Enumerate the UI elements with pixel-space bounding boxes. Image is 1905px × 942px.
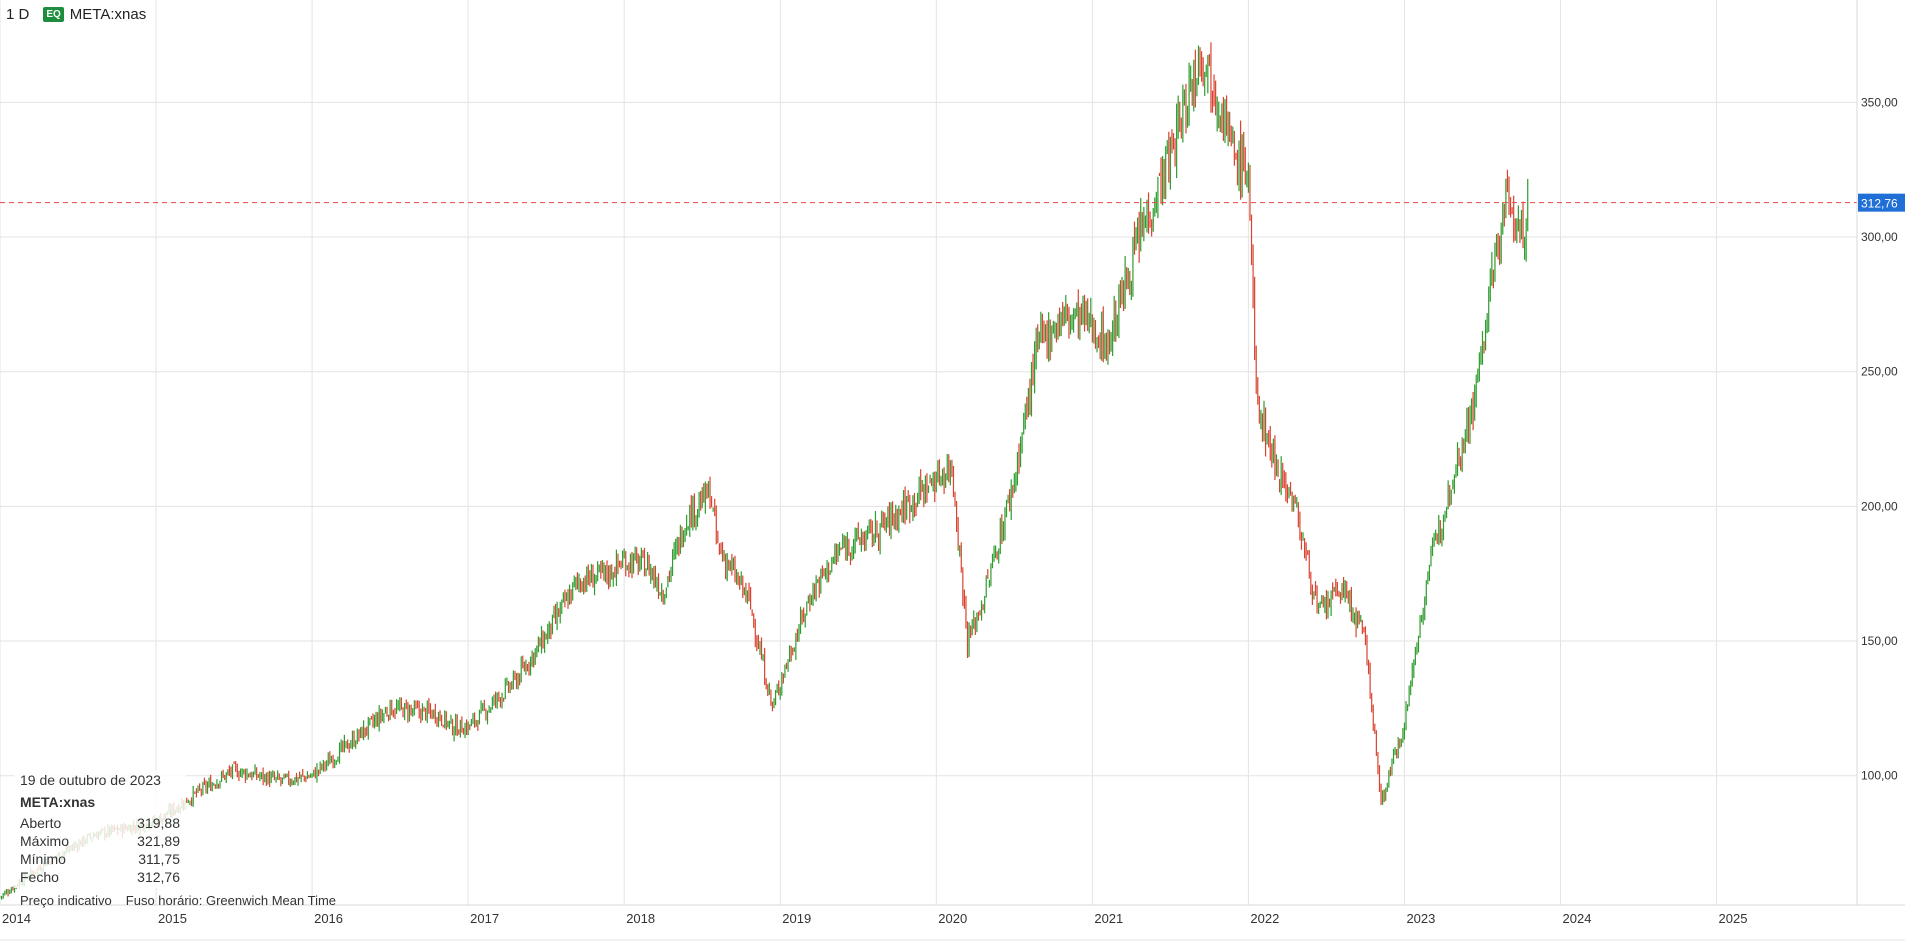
info-close-label: Fecho — [20, 869, 59, 885]
info-symbol: META:xnas — [20, 794, 96, 810]
info-high-value: 321,89 — [137, 833, 180, 849]
time-axis: 2014 2015 2016 2017 2018 2019 2020 2021 2022 2023… — [2, 911, 1747, 926]
last-price-label: 312,76 — [1858, 193, 1905, 212]
y-tick-label: 100,00 — [1861, 769, 1898, 783]
timezone-note: Fuso horário: Greenwich Mean Time — [125, 893, 337, 908]
info-row-close: Fecho 312,76 — [20, 868, 180, 886]
chart-header: 1 D EQ META:xnas — [6, 6, 146, 23]
info-row-low: Mínimo 311,75 — [20, 850, 180, 868]
x-tick-label: 2025 — [1719, 911, 1748, 926]
y-tick-label: 300,00 — [1861, 230, 1898, 244]
info-row-open: Aberto 319,88 — [20, 814, 180, 832]
chart-footer: Preço indicativo Fuso horário: Greenwich… — [20, 893, 336, 908]
y-tick-label: 150,00 — [1861, 634, 1898, 648]
info-date: 19 de outubro de 2023 — [20, 772, 161, 788]
price-axis: 100,00 150,00 200,00 250,00 300,00 350,00 — [1861, 95, 1898, 782]
x-tick-label: 2018 — [626, 911, 655, 926]
x-tick-label: 2021 — [1094, 911, 1123, 926]
info-open-label: Aberto — [20, 815, 62, 831]
y-tick-label: 350,00 — [1861, 95, 1898, 109]
indicative-price-note: Preço indicativo — [20, 893, 112, 908]
last-price-label-text: 312,76 — [1861, 197, 1898, 211]
last-price-label-bg — [1858, 193, 1905, 212]
info-open-value: 319,88 — [137, 815, 180, 831]
symbol-label[interactable]: EQ META:xnas — [43, 6, 146, 23]
x-tick-label: 2014 — [2, 911, 31, 926]
y-tick-label: 200,00 — [1861, 499, 1898, 513]
ohlc-info-panel: 19 de outubro de 2023 META:xnas Aberto 3… — [14, 770, 186, 888]
info-low-value: 311,75 — [138, 851, 180, 867]
x-tick-label: 2020 — [938, 911, 967, 926]
info-close-value: 312,76 — [137, 869, 180, 885]
info-low-label: Mínimo — [20, 851, 66, 867]
x-tick-label: 2017 — [470, 911, 499, 926]
x-tick-label: 2024 — [1563, 911, 1592, 926]
x-tick-label: 2019 — [782, 911, 811, 926]
x-tick-label: 2023 — [1406, 911, 1435, 926]
interval-selector[interactable]: 1 D — [6, 6, 30, 23]
x-tick-label: 2022 — [1250, 911, 1279, 926]
info-row-high: Máximo 321,89 — [20, 832, 180, 850]
y-tick-label: 250,00 — [1861, 365, 1898, 379]
symbol-name: META:xnas — [69, 6, 147, 23]
chart-grid — [0, 0, 1857, 905]
price-series — [0, 42, 1529, 900]
info-high-label: Máximo — [20, 833, 70, 849]
x-tick-label: 2015 — [158, 911, 187, 926]
x-tick-label: 2016 — [314, 911, 343, 926]
equity-badge: EQ — [43, 7, 64, 22]
